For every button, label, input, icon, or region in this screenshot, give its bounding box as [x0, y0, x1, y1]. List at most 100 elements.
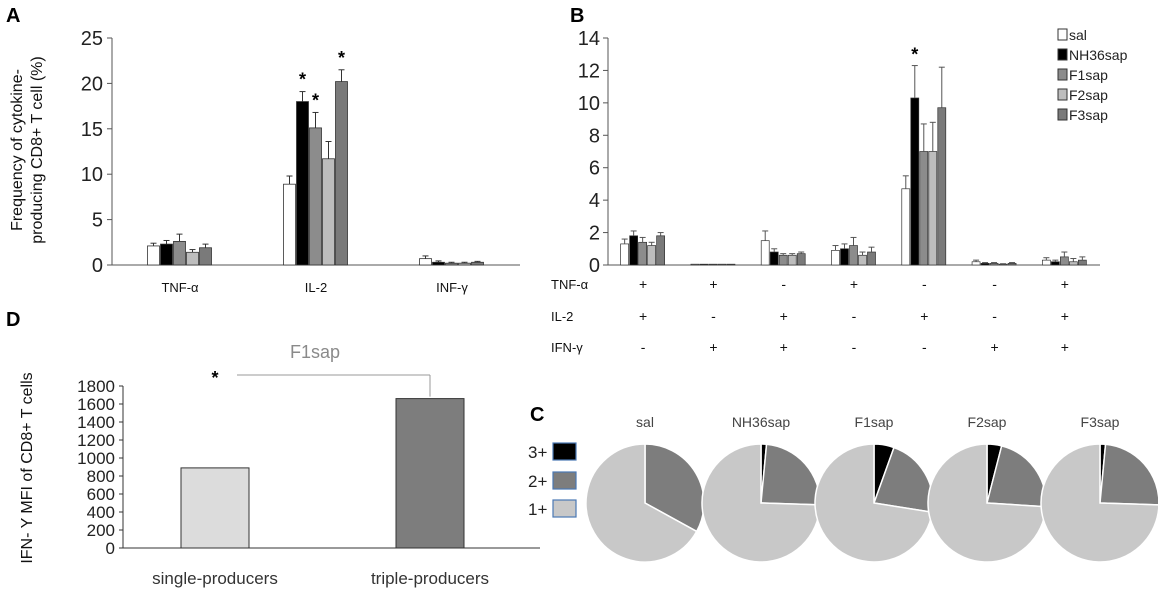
- bar-F2sap: [998, 263, 1008, 266]
- bar-sal: [620, 243, 629, 266]
- y-tick-label: 12: [578, 60, 600, 82]
- significance-star: *: [211, 368, 218, 388]
- pie-slice-1+: [1040, 443, 1158, 563]
- sign-ifn: +: [1061, 339, 1069, 355]
- legend-swatch-sal: [1057, 28, 1068, 41]
- sign-tnf: +: [850, 276, 858, 292]
- pie-legend-label: 2+: [528, 472, 547, 491]
- pie-legend-swatch: [552, 499, 577, 518]
- y-tick-label: 1800: [77, 377, 115, 396]
- sign-il2: -: [992, 308, 997, 324]
- row-label: IL-2: [551, 309, 573, 324]
- bar-triple-producers: [395, 398, 465, 549]
- bar-NH36sap: [432, 261, 445, 266]
- sign-ifn: +: [780, 339, 788, 355]
- bar-F3sap: [335, 81, 348, 266]
- row-label: IFN-γ: [551, 340, 583, 355]
- bar-F3sap: [796, 253, 806, 266]
- bar-F3sap: [656, 235, 665, 266]
- bar-sal: [419, 258, 432, 266]
- sign-tnf: -: [781, 276, 786, 292]
- legend-label: F1sap: [1069, 67, 1108, 83]
- y-tick-label: 0: [92, 255, 103, 277]
- y-axis-label: IFN- Y MFI of CD8+ T cells: [19, 372, 36, 563]
- bar-F1sap: [173, 240, 186, 266]
- x-tick-label: TNF-α: [161, 280, 199, 295]
- bar-F3sap: [471, 261, 484, 266]
- pie-slice-1+: [701, 443, 821, 563]
- bar-F1sap: [989, 263, 999, 266]
- sign-tnf: +: [639, 276, 647, 292]
- bar-F1sap: [445, 262, 458, 266]
- sign-il2: -: [852, 308, 857, 324]
- x-tick-label: IL-2: [305, 280, 327, 295]
- bar-F1sap: [309, 127, 322, 266]
- sign-tnf: -: [992, 276, 997, 292]
- bar-F2sap: [717, 263, 727, 266]
- bar-sal: [971, 261, 981, 266]
- pie-slice-2+: [644, 443, 705, 533]
- y-tick-label: 200: [87, 521, 115, 540]
- y-axis-label: Frequency of cytokine-producing CD8+ T c…: [9, 56, 46, 244]
- panel-a: 0 5 10 15 20 25 Frequency of cytokine-producin…: [9, 28, 520, 295]
- bar-F2sap: [186, 251, 199, 266]
- bar-F1sap: [849, 245, 858, 266]
- bar-single-producers: [180, 467, 250, 549]
- legend-label: sal: [1069, 27, 1087, 43]
- legend-label: F2sap: [1069, 87, 1108, 103]
- bar-sal: [831, 250, 840, 266]
- sign-tnf: +: [709, 276, 717, 292]
- y-tick-label: 4: [589, 190, 600, 212]
- pie-slice-2+: [760, 443, 821, 506]
- y-tick-label: 20: [81, 73, 103, 95]
- row-label: TNF-α: [551, 277, 589, 292]
- bar-NH36sap: [1051, 261, 1060, 266]
- sign-il2: +: [1061, 308, 1069, 324]
- sign-ifn: +: [709, 339, 717, 355]
- bar-F1sap: [919, 151, 929, 266]
- panel-c: 3+ 2+ 1+ sal NH36sap F1sap F2sap F3sap: [528, 414, 1158, 563]
- panel-letter-b: B: [570, 5, 584, 27]
- legend-swatch-NH36sap: [1057, 48, 1068, 61]
- sign-ifn: -: [641, 339, 646, 355]
- bar-NH36sap: [629, 235, 638, 266]
- bar-sal: [760, 240, 770, 266]
- pie-legend-label: 1+: [528, 500, 547, 519]
- y-axis-label-line: Frequency of cytokine-: [9, 69, 26, 231]
- y-tick-label: 10: [81, 164, 103, 186]
- y-tick-label: 10: [578, 93, 600, 115]
- y-tick-label: 1200: [77, 431, 115, 450]
- pie-slice-1+: [927, 443, 1047, 563]
- significance-star: *: [911, 45, 918, 65]
- panel-letter-a: A: [6, 5, 20, 27]
- y-tick-label: 6: [589, 158, 600, 180]
- pie-title: sal: [636, 414, 654, 430]
- bar-sal: [901, 188, 911, 266]
- pie-slice-2+: [1099, 443, 1158, 506]
- y-tick-label: 800: [87, 467, 115, 486]
- legend-swatch-F1sap: [1057, 68, 1068, 81]
- pie-legend-swatch: [552, 442, 577, 461]
- bar-F3sap: [1078, 259, 1087, 266]
- panel-letter-d: D: [6, 309, 20, 331]
- bar-F2sap: [458, 262, 471, 266]
- bar-F1sap: [708, 263, 718, 266]
- bar-F2sap: [322, 158, 335, 266]
- bar-NH36sap: [296, 101, 309, 266]
- sign-ifn: +: [990, 339, 998, 355]
- significance-star: *: [299, 70, 306, 90]
- pie-legend-label: 3+: [528, 443, 547, 462]
- pie-slice-1+: [585, 443, 698, 563]
- pie-slice-1+: [814, 443, 934, 563]
- sign-ifn: -: [852, 339, 857, 355]
- bar-NH36sap: [980, 263, 990, 266]
- bar-F3sap: [937, 107, 947, 266]
- y-tick-label: 1600: [77, 395, 115, 414]
- bar-F1sap: [1060, 256, 1069, 266]
- x-tick-label: triple-producers: [371, 569, 489, 588]
- bar-F2sap: [858, 254, 867, 266]
- x-tick-label: single-producers: [152, 569, 278, 588]
- bar-sal: [283, 183, 296, 266]
- y-tick-label: 2: [589, 223, 600, 245]
